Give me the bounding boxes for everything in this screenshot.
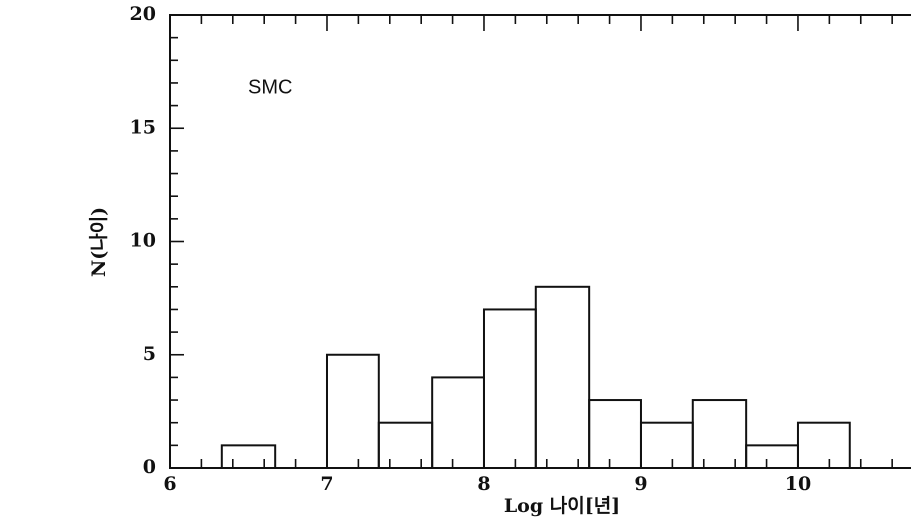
y-tick-label: 15 <box>130 116 156 138</box>
y-axis-label: N(나이) <box>88 207 110 277</box>
x-tick-label: 9 <box>634 473 647 495</box>
x-tick-label: 7 <box>320 473 333 495</box>
bar <box>482 308 537 470</box>
x-tick-label: 10 <box>785 473 811 495</box>
bar <box>745 444 799 470</box>
bar <box>588 399 642 469</box>
x-tick-label: 8 <box>477 473 490 495</box>
x-axis-label: Log 나이[년] <box>504 495 620 517</box>
y-tick-label: 10 <box>130 230 156 252</box>
y-tick-label: 5 <box>143 343 156 365</box>
annotation: SMC <box>248 76 292 98</box>
bar <box>796 421 851 470</box>
x-tick-label: 6 <box>163 473 176 495</box>
bar <box>325 353 380 469</box>
bar <box>639 421 694 470</box>
bar <box>534 285 591 469</box>
y-tick-label: 0 <box>143 456 156 478</box>
bar <box>220 444 277 470</box>
bar <box>377 421 434 470</box>
y-tick-label: 20 <box>130 3 156 25</box>
bar <box>431 376 485 469</box>
bar <box>691 399 748 469</box>
